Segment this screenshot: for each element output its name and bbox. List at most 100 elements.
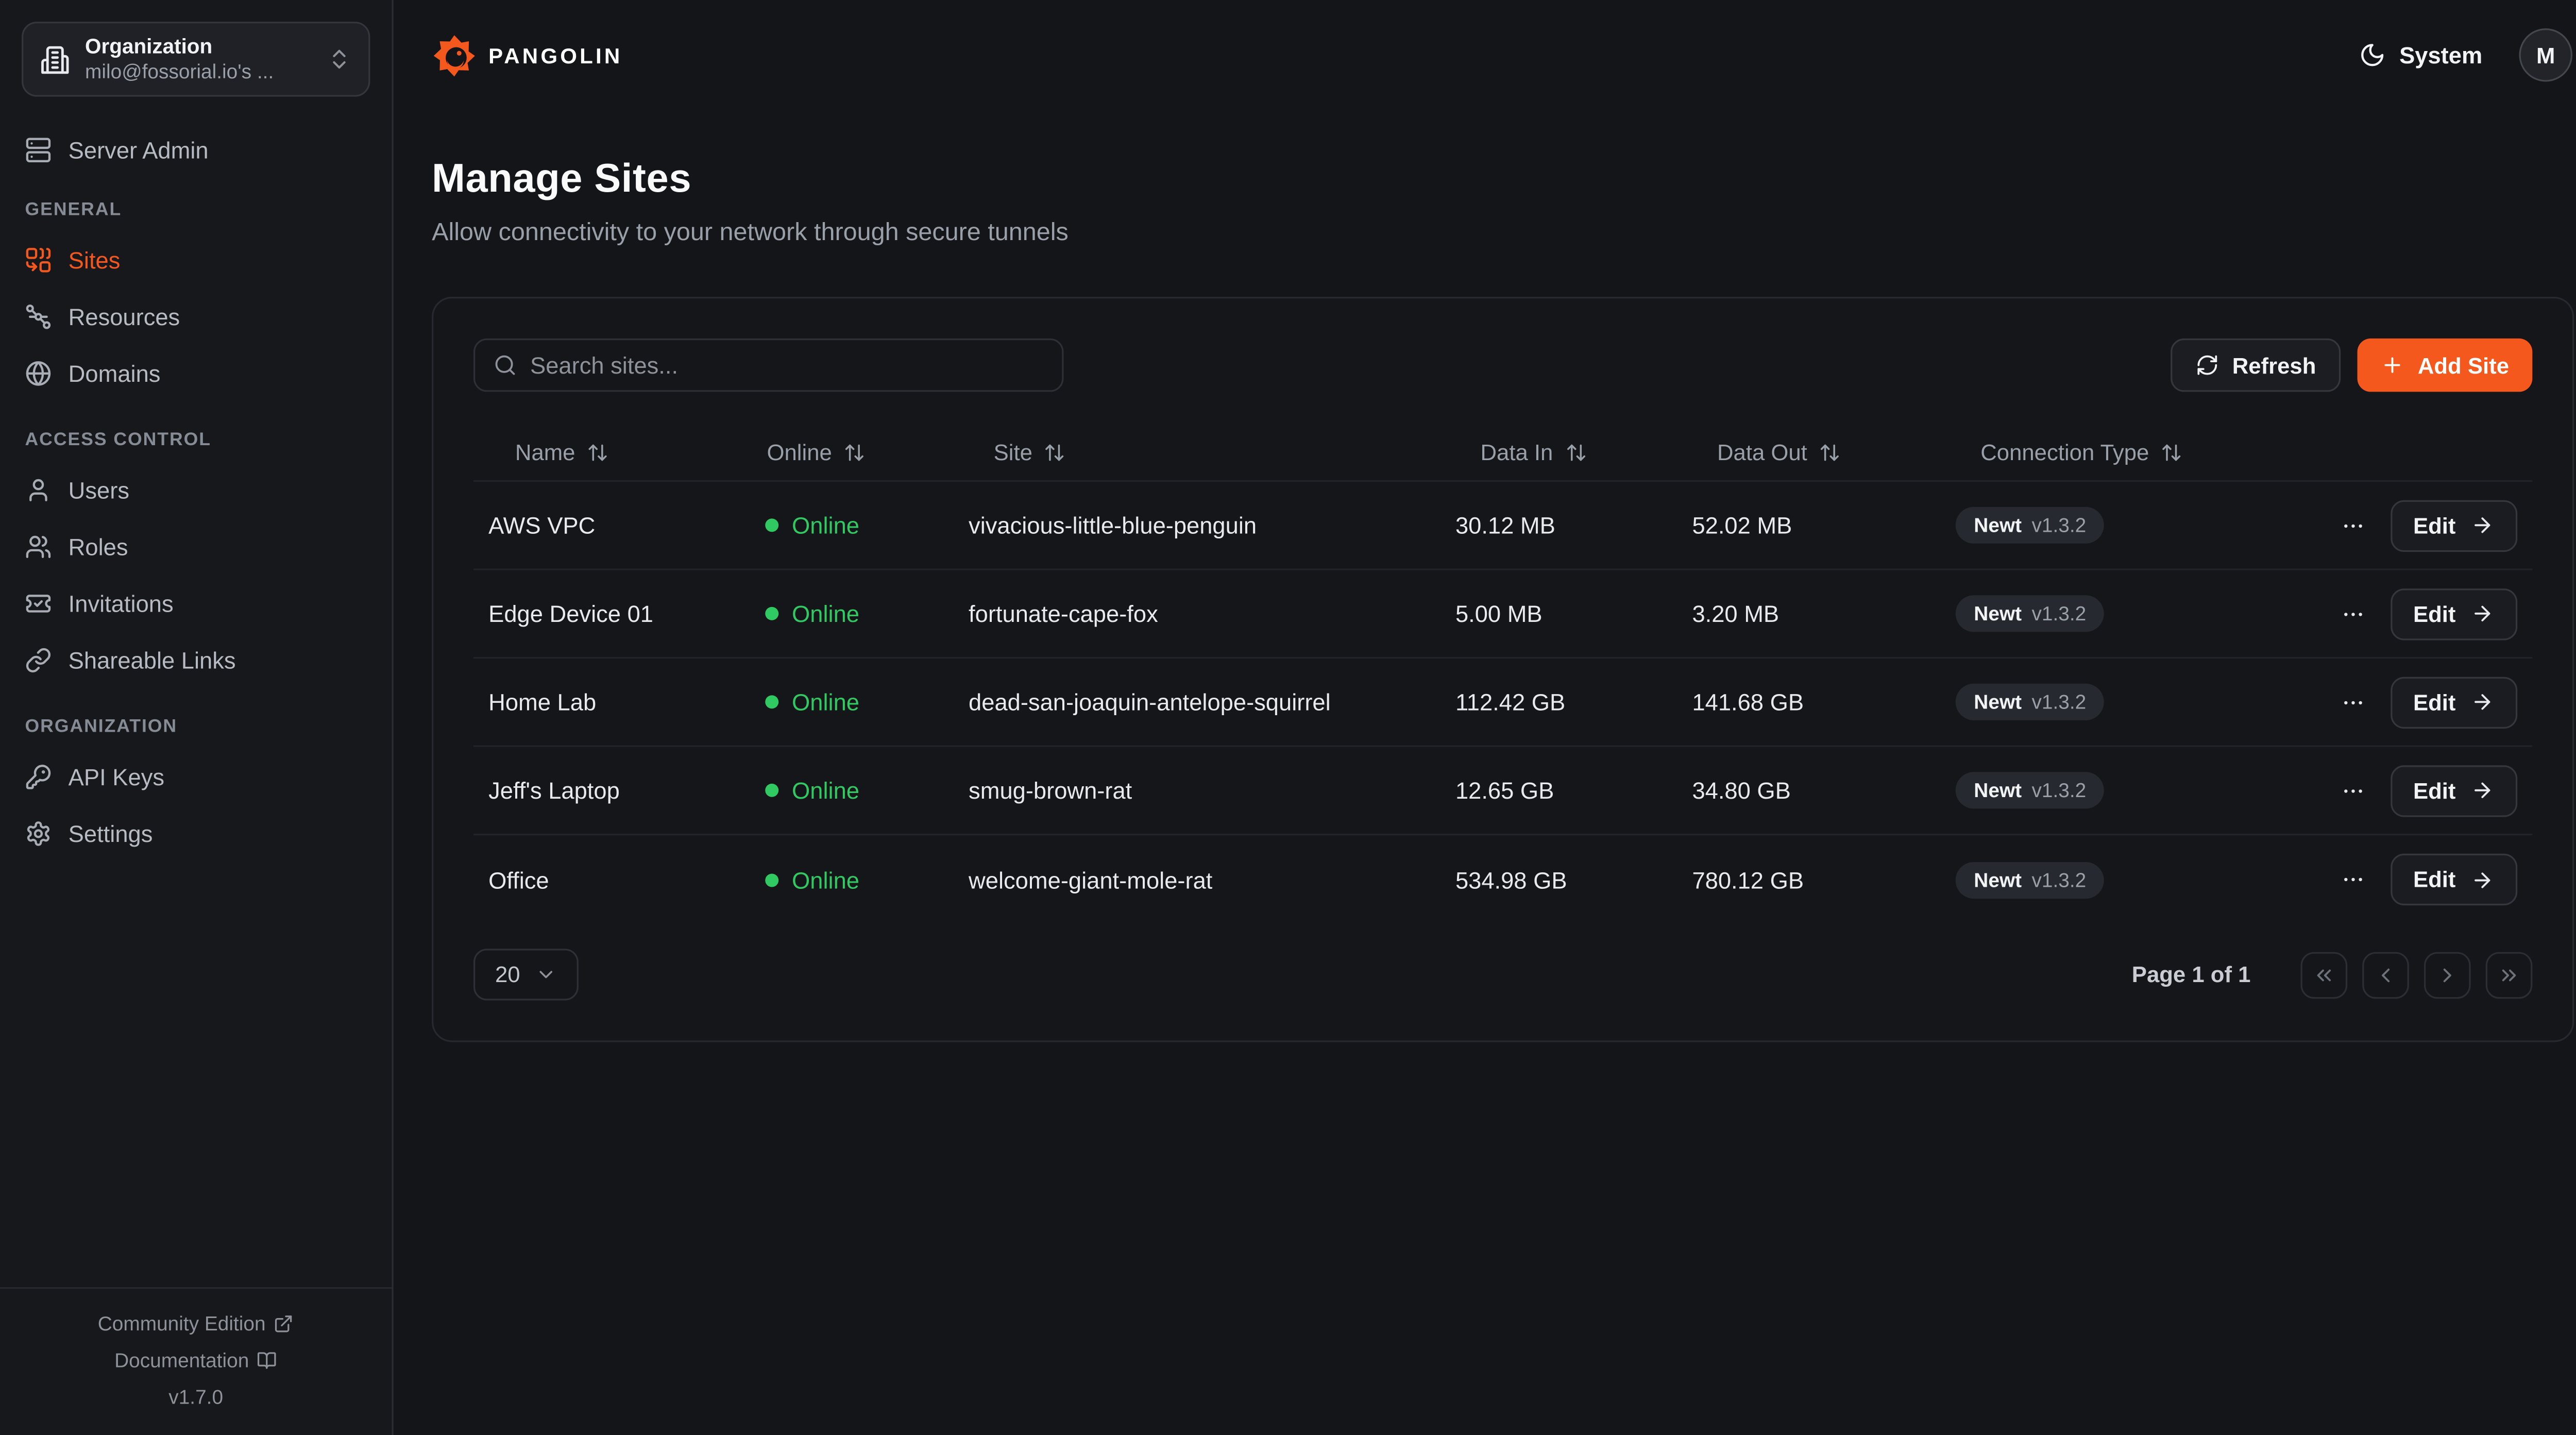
next-page-button[interactable]	[2424, 951, 2471, 998]
sort-icon	[1565, 441, 1586, 463]
arrow-right-icon	[2471, 690, 2494, 714]
refresh-label: Refresh	[2232, 352, 2316, 378]
edit-button[interactable]: Edit	[2389, 676, 2518, 728]
cell-data-out: 780.12 GB	[1692, 866, 1804, 893]
cell-data-in: 534.98 GB	[1455, 866, 1567, 893]
column-header-online[interactable]: Online	[740, 440, 944, 464]
avatar[interactable]: M	[2519, 28, 2572, 82]
sites-card: Refresh Add Site Name Online Site Data I…	[432, 296, 2574, 1042]
avatar-initial: M	[2536, 42, 2555, 68]
arrow-right-icon	[2471, 779, 2494, 802]
column-header-data-in[interactable]: Data In	[1430, 440, 1667, 464]
cell-data-out: 141.68 GB	[1692, 688, 1804, 716]
column-header-name[interactable]: Name	[473, 440, 740, 464]
cell-data-in: 112.42 GB	[1455, 688, 1566, 716]
sidebar-item-sites[interactable]: Sites	[22, 240, 370, 280]
row-menu-button[interactable]	[2340, 689, 2365, 715]
theme-toggle[interactable]: System	[2359, 42, 2482, 69]
column-header-site[interactable]: Site	[944, 440, 1431, 464]
documentation-label: Documentation	[114, 1348, 249, 1372]
sidebar-item-label: API Keys	[68, 764, 165, 790]
sidebar-item-resources[interactable]: Resources	[22, 297, 370, 337]
brand: PANGOLIN	[432, 32, 622, 77]
table-row: Edge Device 01 Online fortunate-cape-fox…	[473, 570, 2533, 659]
add-site-button[interactable]: Add Site	[2358, 338, 2533, 392]
sidebar-item-roles[interactable]: Roles	[22, 527, 370, 567]
row-menu-button[interactable]	[2340, 601, 2365, 627]
cell-site: smug-brown-rat	[969, 776, 1132, 804]
sidebar-item-label: Shareable Links	[68, 647, 236, 674]
sidebar-item-api-keys[interactable]: API Keys	[22, 757, 370, 797]
cell-data-out: 52.02 MB	[1692, 512, 1792, 539]
cell-data-out: 3.20 MB	[1692, 600, 1780, 627]
org-selector[interactable]: Organization milo@fossorial.io's ...	[22, 22, 370, 97]
sidebar-item-label: Resources	[68, 303, 180, 330]
chevrons-up-down-icon	[327, 47, 352, 72]
sidebar: Organization milo@fossorial.io's ... Ser…	[0, 0, 412, 1435]
prev-page-button[interactable]	[2362, 951, 2409, 998]
sort-icon	[1819, 441, 1840, 463]
cell-site: fortunate-cape-fox	[969, 600, 1158, 627]
sidebar-item-server-admin[interactable]: Server Admin	[22, 130, 370, 170]
documentation-link[interactable]: Documentation	[0, 1341, 392, 1378]
users-icon	[25, 533, 52, 560]
row-menu-button[interactable]	[2340, 513, 2365, 538]
arrow-right-icon	[2471, 514, 2494, 537]
cell-data-in: 5.00 MB	[1455, 600, 1543, 627]
sidebar-item-users[interactable]: Users	[22, 470, 370, 511]
arrow-right-icon	[2471, 602, 2494, 625]
search-input[interactable]	[530, 351, 1044, 379]
status-badge: Online	[765, 512, 859, 538]
sidebar-item-invitations[interactable]: Invitations	[22, 584, 370, 624]
add-site-label: Add Site	[2417, 352, 2510, 378]
sidebar-footer: Community Edition Documentation v1.7.0	[0, 1286, 392, 1434]
online-dot-icon	[765, 606, 779, 620]
edit-button[interactable]: Edit	[2389, 764, 2518, 816]
server-icon	[25, 137, 52, 163]
status-badge: Online	[765, 866, 859, 893]
waypoints-icon	[25, 303, 52, 330]
last-page-button[interactable]	[2485, 951, 2533, 998]
connection-type-badge: Newt v1.3.2	[1955, 861, 2105, 898]
cell-site: dead-san-joaquin-antelope-squirrel	[969, 688, 1331, 716]
table-header-row: Name Online Site Data In Data Out Connec…	[473, 424, 2533, 482]
sidebar-item-settings[interactable]: Settings	[22, 814, 370, 854]
sidebar-item-label: Domains	[68, 360, 161, 387]
combine-icon	[25, 247, 52, 274]
sort-icon	[2161, 441, 2182, 463]
edit-button[interactable]: Edit	[2389, 499, 2518, 551]
link-icon	[25, 647, 52, 674]
first-page-button[interactable]	[2300, 951, 2348, 998]
row-menu-button[interactable]	[2340, 778, 2365, 803]
gear-icon	[25, 820, 52, 847]
sidebar-item-domains[interactable]: Domains	[22, 353, 370, 394]
cell-name: Home Lab	[488, 688, 597, 716]
column-header-data-out[interactable]: Data Out	[1667, 440, 1930, 464]
plus-icon	[2381, 353, 2404, 377]
theme-label: System	[2399, 41, 2483, 69]
community-edition-link[interactable]: Community Edition	[0, 1305, 392, 1341]
refresh-button[interactable]: Refresh	[2170, 338, 2341, 392]
ticket-check-icon	[25, 590, 52, 617]
sidebar-item-shareable-links[interactable]: Shareable Links	[22, 640, 370, 681]
table-row: Jeff's Laptop Online smug-brown-rat 12.6…	[473, 747, 2533, 836]
online-dot-icon	[765, 783, 779, 797]
online-dot-icon	[765, 695, 779, 709]
sort-icon	[843, 441, 865, 463]
sidebar-item-label: Invitations	[68, 590, 174, 617]
sort-icon	[587, 441, 608, 463]
sidebar-item-label: Sites	[68, 246, 121, 274]
column-header-connection-type[interactable]: Connection Type	[1930, 440, 2317, 464]
status-badge: Online	[765, 777, 859, 804]
row-menu-button[interactable]	[2340, 867, 2365, 892]
page-size-select[interactable]: 20	[473, 949, 579, 1001]
page-title: Manage Sites	[432, 157, 692, 202]
status-badge: Online	[765, 600, 859, 627]
sidebar-item-label: Server Admin	[68, 137, 209, 164]
edit-button[interactable]: Edit	[2389, 853, 2518, 906]
org-label: Organization	[85, 34, 213, 58]
version-label: v1.7.0	[168, 1385, 224, 1408]
page-info: Page 1 of 1	[2131, 962, 2251, 987]
refresh-icon	[2196, 353, 2219, 377]
edit-button[interactable]: Edit	[2389, 587, 2518, 639]
